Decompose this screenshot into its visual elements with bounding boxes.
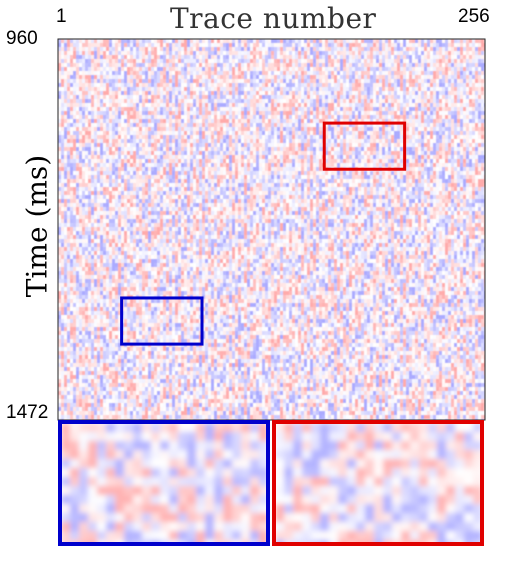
zoom-box-blue [120,296,204,346]
zoom-panel-red-frame [272,420,484,546]
seismic-section [58,39,485,420]
plot-frame [57,38,486,421]
zoom-box-red [322,121,407,171]
x-tick-label-end: 256 [458,6,490,27]
y-tick-label-end: 1472 [6,402,49,423]
zoom-panel-blue-frame [58,420,270,546]
chart-title: Trace number [170,2,377,35]
zoom-panel-blue-field [61,423,267,543]
zoom-panel-red-field [275,423,481,543]
y-tick-label-start: 960 [6,28,38,49]
x-tick-label-start: 1 [56,6,67,27]
